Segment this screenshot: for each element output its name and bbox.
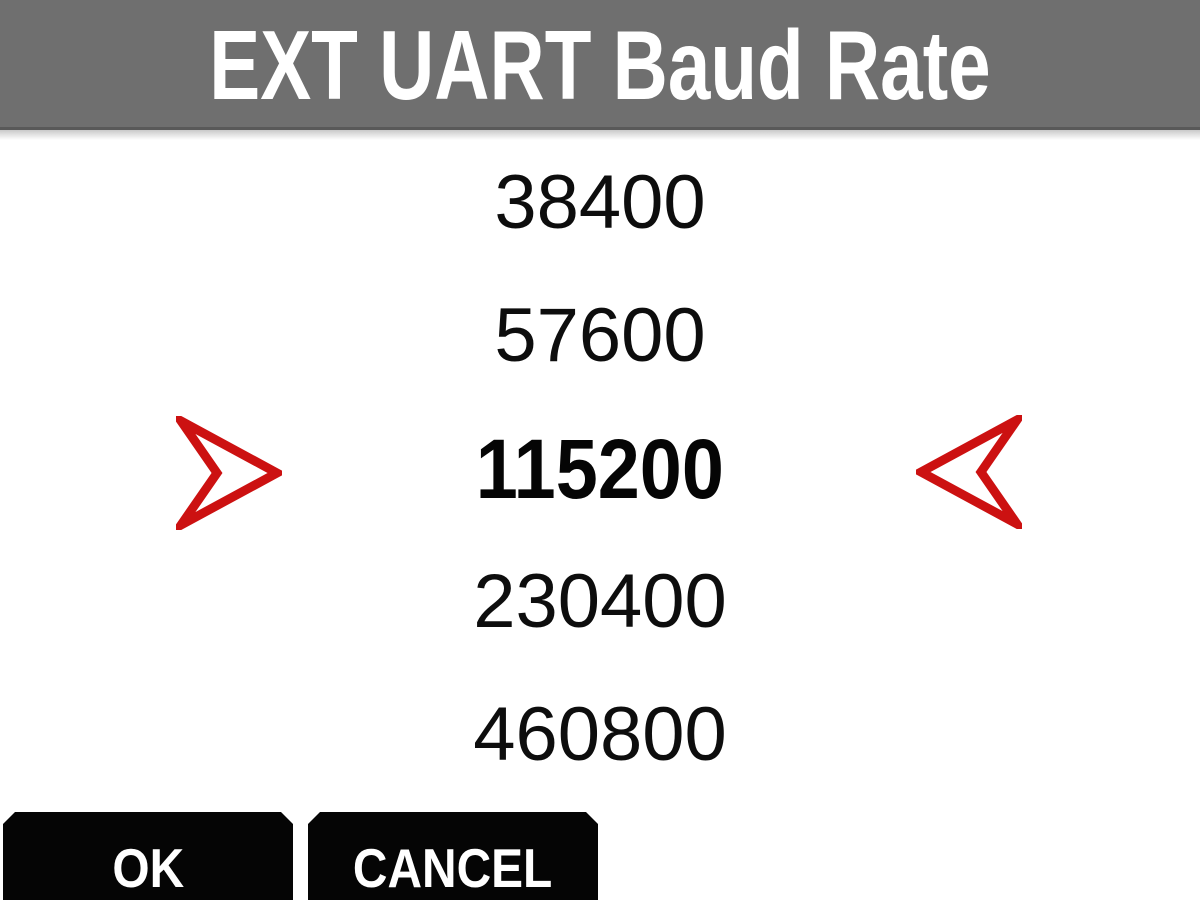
selection-arrow-right-icon xyxy=(176,416,282,530)
option-38400[interactable]: 38400 xyxy=(0,136,1200,269)
arrow-shape xyxy=(916,415,1022,529)
selection-arrow-left-icon xyxy=(916,415,1022,529)
option-label: 230400 xyxy=(473,558,727,644)
option-label: 57600 xyxy=(494,292,706,378)
cancel-button[interactable]: CANCEL xyxy=(308,812,598,900)
option-460800[interactable]: 460800 xyxy=(0,668,1200,801)
option-115200-selected[interactable]: 115200 xyxy=(0,402,1200,535)
page-title: EXT UART Baud Rate xyxy=(209,9,991,120)
option-label: 115200 xyxy=(475,421,725,516)
cancel-button-label: CANCEL xyxy=(353,836,553,899)
baud-rate-list: 38400 57600 115200 230400 460800 xyxy=(0,136,1200,801)
header-divider xyxy=(0,130,1200,140)
arrow-shape xyxy=(176,416,282,530)
option-57600[interactable]: 57600 xyxy=(0,269,1200,402)
dialog-header: EXT UART Baud Rate xyxy=(0,0,1200,130)
option-230400[interactable]: 230400 xyxy=(0,535,1200,668)
option-label: 460800 xyxy=(473,691,727,777)
ok-button[interactable]: OK xyxy=(3,812,293,900)
ok-button-label: OK xyxy=(112,836,184,899)
option-label: 38400 xyxy=(494,159,706,245)
